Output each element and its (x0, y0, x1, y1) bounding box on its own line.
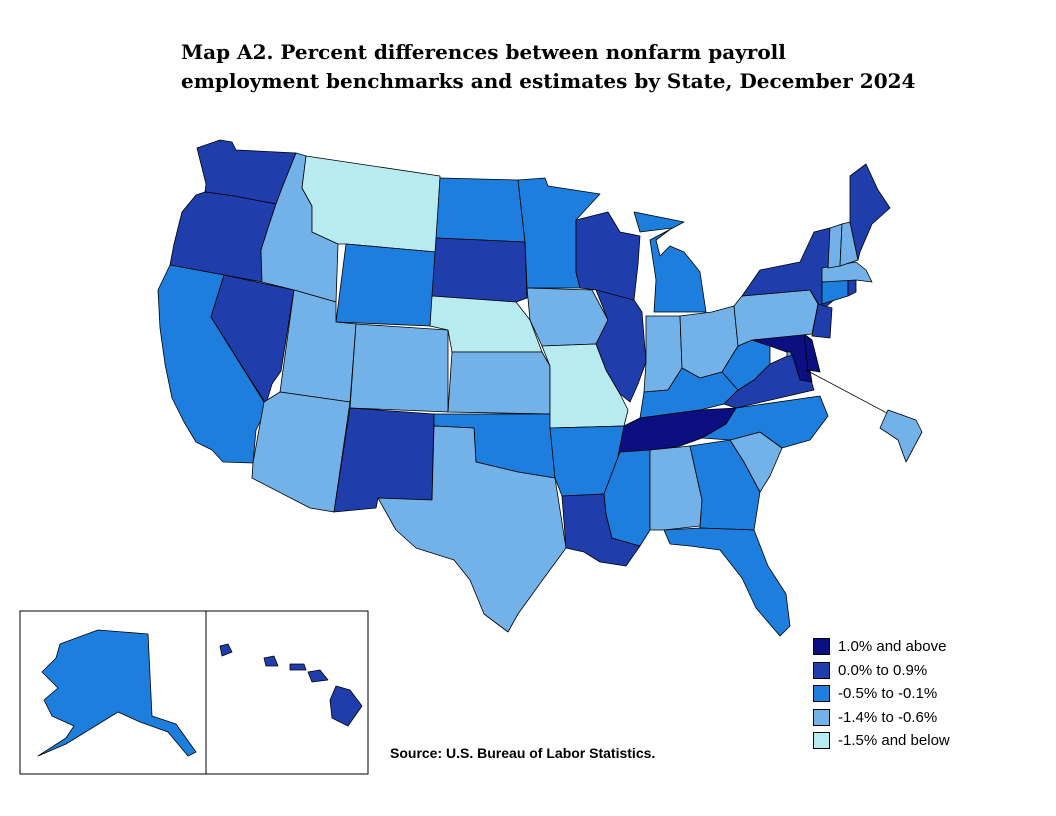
state-HI-kauai (219, 643, 233, 657)
legend-swatch (813, 708, 830, 726)
source-note: Source: U.S. Bureau of Labor Statistics. (390, 745, 656, 761)
state-IA (526, 287, 609, 347)
state-AZ (251, 391, 351, 513)
map-title: Map A2. Percent differences between nonf… (181, 38, 916, 96)
state-WI (575, 211, 641, 303)
legend-swatch (813, 638, 830, 656)
state-NC (701, 395, 829, 449)
state-ME (849, 163, 891, 261)
state-DC-callout (879, 409, 923, 463)
state-HI-big-island (329, 685, 363, 727)
state-HI-oahu (263, 655, 279, 667)
state-ND (435, 177, 526, 243)
dc-leader-line (805, 369, 901, 421)
state-WY (335, 243, 437, 327)
state-FL (663, 527, 791, 637)
contiguous-states (157, 139, 891, 637)
legend-item: 1.0% and above (813, 635, 950, 659)
legend-swatch (813, 732, 830, 750)
state-AK (37, 629, 197, 757)
alaska-inset (37, 629, 197, 757)
map-title-line-1: Map A2. Percent differences between nonf… (181, 40, 786, 64)
state-NJ (811, 303, 833, 339)
legend-swatch (813, 661, 830, 679)
state-MI (633, 211, 707, 313)
state-NM (333, 407, 435, 513)
state-SD (431, 237, 528, 303)
state-RI (847, 279, 857, 297)
state-IL (595, 289, 647, 403)
legend-item: 0.0% to 0.9% (813, 659, 950, 683)
legend-label: 1.0% and above (838, 638, 947, 656)
state-HI-maui (307, 669, 329, 683)
state-OR (169, 191, 277, 283)
state-CO (349, 323, 449, 413)
state-DC (786, 351, 792, 357)
legend: 1.0% and above 0.0% to 0.9% -0.5% to -0.… (813, 635, 950, 753)
state-HI-molokai (289, 663, 307, 671)
legend-item: -1.5% and below (813, 729, 950, 753)
hawaii-inset (219, 643, 363, 727)
legend-label: -0.5% to -0.1% (838, 685, 938, 703)
legend-label: 0.0% to 0.9% (838, 661, 928, 679)
legend-swatch (813, 685, 830, 703)
legend-item: -1.4% to -0.6% (813, 706, 950, 730)
state-KS (447, 351, 551, 415)
state-DE (803, 333, 821, 373)
legend-label: -1.5% and below (838, 732, 950, 750)
map-title-line-2: employment benchmarks and estimates by S… (181, 69, 916, 93)
state-CT (821, 279, 849, 305)
state-TX (377, 425, 567, 633)
legend-item: -0.5% to -0.1% (813, 682, 950, 706)
legend-label: -1.4% to -0.6% (838, 708, 938, 726)
